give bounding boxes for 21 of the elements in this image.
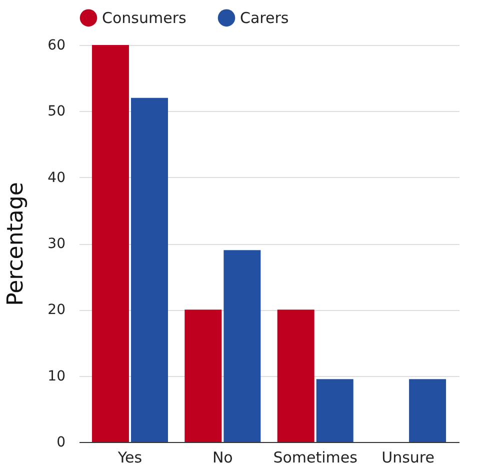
x-tick-label: Unsure [382, 448, 434, 466]
x-tick-label: No [212, 448, 233, 466]
bar [224, 250, 261, 442]
y-tick-label: 30 [48, 236, 66, 252]
bar [409, 379, 446, 442]
y-tick-label: 40 [48, 170, 66, 186]
y-tick-label: 50 [48, 104, 66, 120]
legend-label: Consumers [102, 8, 186, 27]
bar [316, 379, 354, 442]
y-tick-label: 60 [48, 38, 66, 54]
x-tick-label: Sometimes [273, 448, 358, 466]
y-axis-title: Percentage [4, 182, 29, 306]
legend-label: Carers [240, 8, 289, 27]
bar [184, 310, 222, 442]
y-tick-label: 0 [56, 434, 66, 450]
x-tick-label: Yes [116, 448, 142, 466]
y-tick-label: 20 [48, 302, 66, 318]
bar [92, 45, 129, 442]
bar [130, 98, 168, 442]
y-tick-label: 10 [48, 368, 66, 384]
bar [277, 310, 314, 442]
